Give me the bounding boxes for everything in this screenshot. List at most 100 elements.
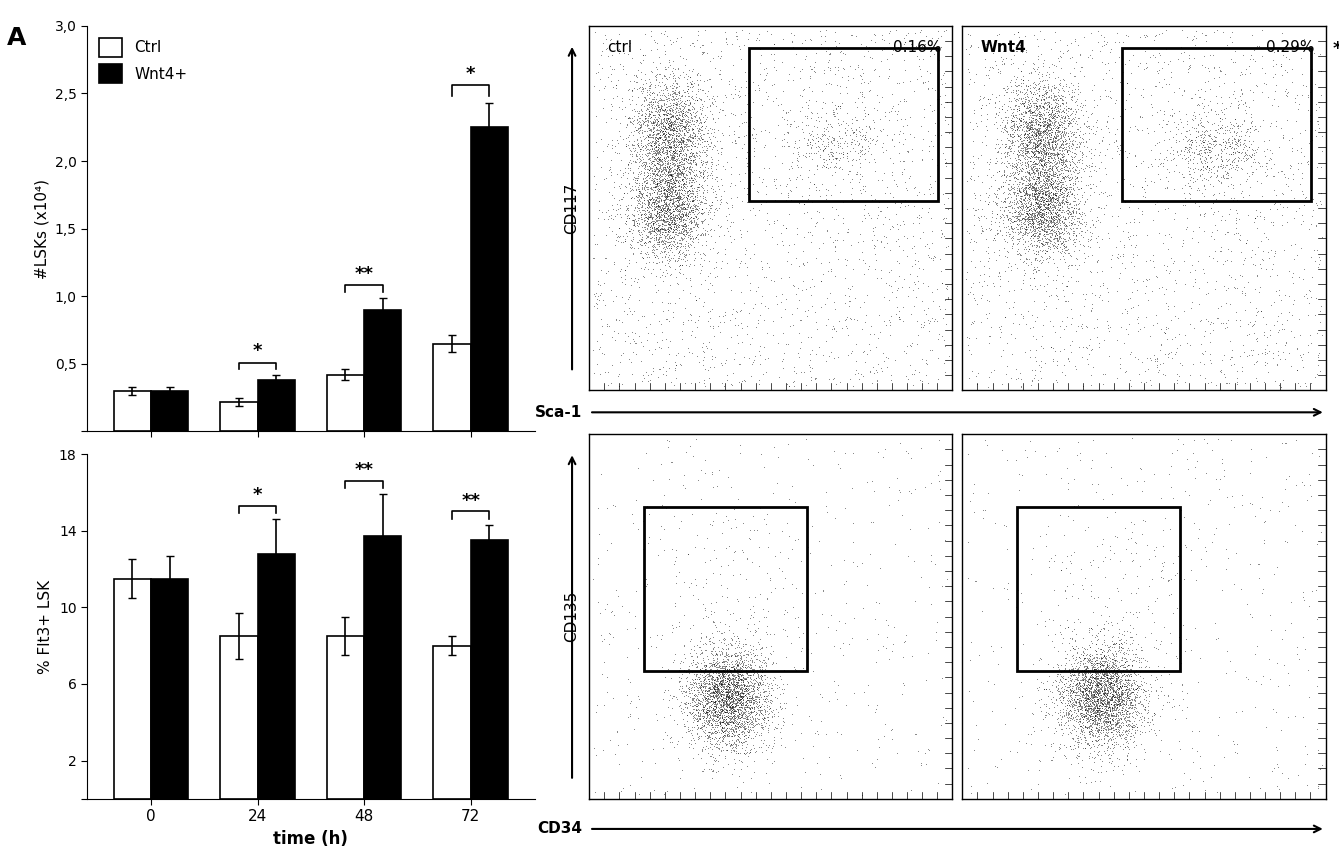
Point [628,197,649,210]
Point [636,247,657,261]
Point [696,283,718,296]
Point [1044,281,1066,295]
Point [1040,193,1062,207]
Point [645,221,667,235]
Point [1101,691,1122,704]
Point [700,726,722,740]
Point [1150,155,1172,169]
Point [661,216,683,229]
Point [1046,119,1067,133]
Point [795,95,817,109]
Point [1083,672,1105,685]
Point [1094,667,1115,680]
Point [1046,176,1067,190]
Point [1111,704,1133,718]
Point [670,119,691,133]
Point [801,34,822,47]
Point [1170,144,1192,158]
Point [690,667,711,681]
Point [1074,691,1095,704]
Point [668,197,690,210]
Point [706,682,727,696]
Point [1232,338,1253,351]
Point [687,136,708,149]
Point [608,221,629,235]
Point [1036,85,1058,99]
Point [1255,156,1276,170]
Point [1056,648,1078,661]
Point [682,128,703,142]
Point [983,582,1004,595]
Point [1224,746,1245,759]
Point [1031,181,1052,195]
Point [716,649,738,662]
Point [742,94,763,108]
Point [1073,673,1094,687]
Point [657,180,679,194]
Point [668,153,690,167]
Point [998,155,1019,169]
Point [1062,664,1083,678]
Point [1097,667,1118,681]
Point [640,29,661,43]
Point [671,224,692,238]
Point [656,203,678,216]
Point [1028,88,1050,101]
Point [672,105,694,119]
Point [999,159,1020,173]
Point [877,351,898,365]
Point [809,533,830,547]
Point [920,178,941,192]
Point [988,181,1010,195]
Point [829,160,850,174]
Point [1019,94,1040,107]
Point [1036,217,1058,231]
Point [742,739,763,752]
Point [1039,176,1060,190]
Point [715,729,736,743]
Point [1216,124,1237,137]
Point [902,275,924,289]
Point [860,34,881,47]
Point [1285,433,1307,447]
Point [1126,681,1148,695]
Point [1019,155,1040,168]
Point [1035,299,1056,313]
Point [1283,330,1304,344]
Point [1016,88,1038,102]
Point [1036,171,1058,185]
Point [758,703,779,716]
Point [633,73,655,87]
Point [668,249,690,263]
Point [1030,249,1051,263]
Point [723,762,744,776]
Point [1071,150,1093,164]
Point [1059,159,1081,173]
Point [773,362,794,375]
Point [1087,664,1109,678]
Point [668,163,690,177]
Point [1073,681,1094,695]
Point [1125,239,1146,253]
Point [1038,241,1059,255]
Point [837,123,858,137]
Point [1306,103,1327,117]
Point [1138,160,1160,174]
Point [1002,114,1023,128]
Point [1273,64,1295,77]
Point [671,180,692,194]
Point [645,161,667,174]
Point [1004,186,1026,199]
Point [1020,143,1042,157]
Point [1081,688,1102,702]
Point [663,217,684,231]
Point [833,577,854,591]
Point [1044,100,1066,113]
Point [707,647,728,661]
Point [656,116,678,130]
Point [719,673,740,687]
Point [1030,107,1051,121]
Point [655,123,676,137]
Point [1126,704,1148,718]
Point [1071,678,1093,691]
